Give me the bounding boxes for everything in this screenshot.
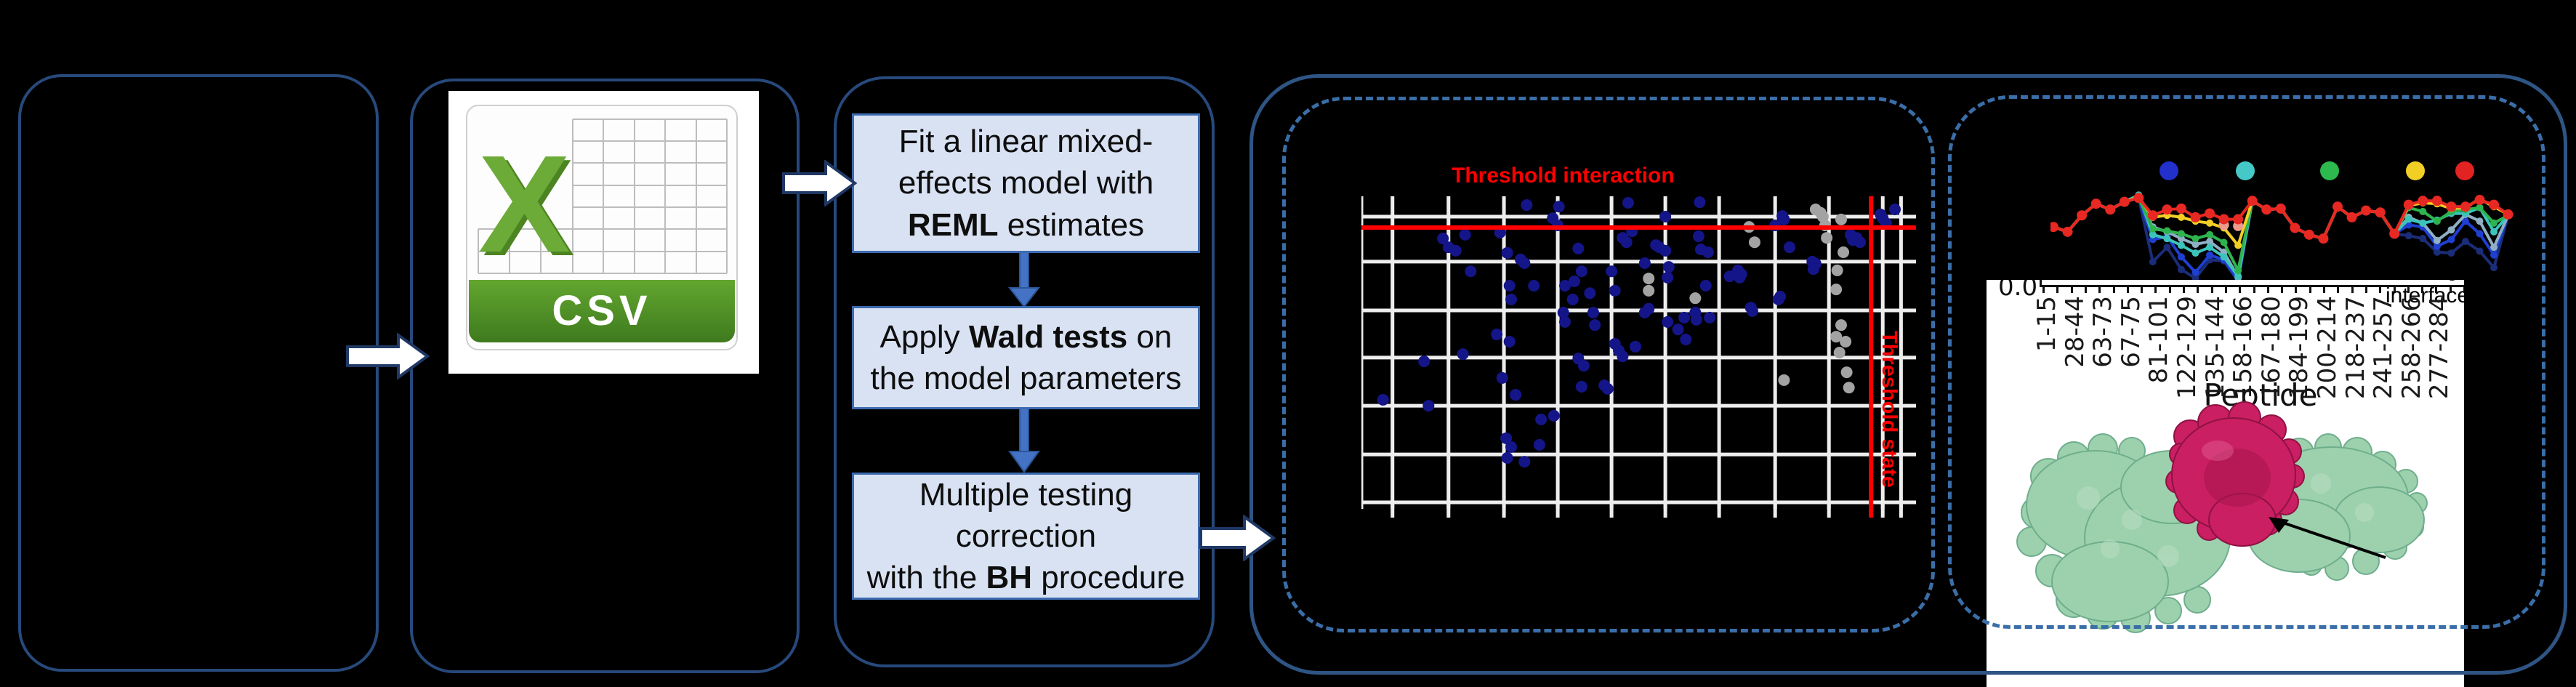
- peptide-tick-label: 67-75: [2116, 296, 2146, 368]
- flow-arrow-icon: [346, 333, 430, 379]
- y-axis-origin-label: 0.0: [1998, 280, 2038, 302]
- csv-panel: [410, 79, 800, 673]
- legend-dot: [2406, 161, 2425, 180]
- peptide-tick-label: 158-166: [2229, 296, 2258, 400]
- protein-structure: [2016, 401, 2428, 633]
- axis-tick: [2379, 286, 2382, 293]
- peptide-tick-label: 258-266: [2396, 296, 2426, 400]
- x-axis-line: [2040, 285, 2464, 287]
- peptide-tick-label: 63-73: [2088, 296, 2118, 368]
- peptide-tick-label: 122-129: [2173, 296, 2202, 400]
- axis-tick: [2168, 286, 2171, 293]
- peptide-tick-label: 1-15: [2032, 296, 2061, 353]
- legend-dot: [2320, 161, 2339, 180]
- axis-tick: [2224, 286, 2227, 293]
- axis-tick: [2281, 286, 2284, 293]
- peptide-tick-label: 200-214: [2313, 296, 2342, 400]
- axis-tick: [2295, 286, 2298, 293]
- axis-tick: [2421, 286, 2424, 293]
- legend-dot: [2236, 161, 2255, 180]
- peptide-tick-label: 81-101: [2144, 296, 2174, 384]
- down-arrow-icon: [1008, 252, 1040, 308]
- axis-tick: [2239, 286, 2242, 293]
- peptide-tick-label: 184-199: [2285, 296, 2314, 400]
- uptake-line-chart: [2050, 161, 2513, 285]
- axis-tick: [2098, 286, 2101, 293]
- axis-tick: [2393, 286, 2396, 293]
- peptide-tick-label: 167-180: [2256, 296, 2286, 400]
- axis-tick: [2183, 286, 2185, 293]
- excel-x-letter: X: [478, 127, 571, 281]
- peptide-tick-label: 241-257: [2369, 296, 2399, 400]
- scatter-title: Threshold interaction: [1452, 164, 1675, 188]
- axis-tick: [2337, 286, 2340, 293]
- down-arrow-icon: [1008, 408, 1040, 473]
- peptide-tick-label: 277-284: [2425, 296, 2455, 400]
- legend-dot: [2160, 161, 2178, 180]
- csv-banner-label: CSV: [552, 287, 651, 334]
- axis-tick: [2309, 286, 2311, 293]
- peptide-tick-label: 28-44: [2060, 296, 2090, 368]
- flow-arrow-icon: [1199, 515, 1276, 561]
- step-bh-correction: Multiple testing correction with the BH …: [852, 473, 1200, 600]
- axis-tick: [2141, 286, 2144, 293]
- scatter-plot: [1361, 196, 1916, 518]
- step-fit-model: Fit a linear mixed- effects model with R…: [852, 113, 1200, 253]
- axis-tick: [2351, 286, 2354, 293]
- axis-tick: [2364, 286, 2367, 293]
- axis-tick: [2112, 286, 2115, 293]
- legend-dot: [2455, 161, 2474, 180]
- flow-arrow-icon: [782, 160, 858, 206]
- threshold-state-label: Threshold state: [1877, 331, 1901, 488]
- axis-tick: [2323, 286, 2325, 293]
- csv-image: X X CSV: [448, 91, 759, 374]
- axis-tick: [2042, 286, 2045, 293]
- axis-tick: [2266, 286, 2269, 293]
- axis-tick: [2210, 286, 2213, 293]
- excel-x-shadow: X: [483, 131, 575, 285]
- axis-tick: [2126, 286, 2129, 293]
- peptide-axis-image: 0.0 1-15 28-44 63-73 67-75 81-101 122-129 135-…: [1987, 280, 2464, 687]
- axis-tick: [2070, 286, 2073, 293]
- axis-tick: [2407, 286, 2410, 293]
- step-wald-tests: Apply Wald tests on the model parameters: [852, 306, 1200, 409]
- axis-tick: [2463, 286, 2464, 293]
- axis-tick: [2056, 286, 2059, 293]
- peptide-tick-label: 135-144: [2200, 296, 2230, 400]
- peptide-tick-label: 218-237: [2340, 296, 2370, 400]
- input-data-panel: [18, 74, 379, 672]
- csv-file-icon: X X CSV: [466, 105, 738, 350]
- axis-tick: [2253, 286, 2255, 293]
- axis-tick: [2449, 286, 2452, 293]
- axis-tick: [2154, 286, 2157, 293]
- model-steps-panel: Fit a linear mixed- effects model with R…: [834, 76, 1215, 667]
- binding-interface-arrow-icon: [2269, 517, 2386, 559]
- axis-tick: [2084, 286, 2087, 293]
- y-axis-stub: [2040, 280, 2042, 287]
- axis-tick: [2197, 286, 2199, 293]
- axis-tick: [2435, 286, 2438, 293]
